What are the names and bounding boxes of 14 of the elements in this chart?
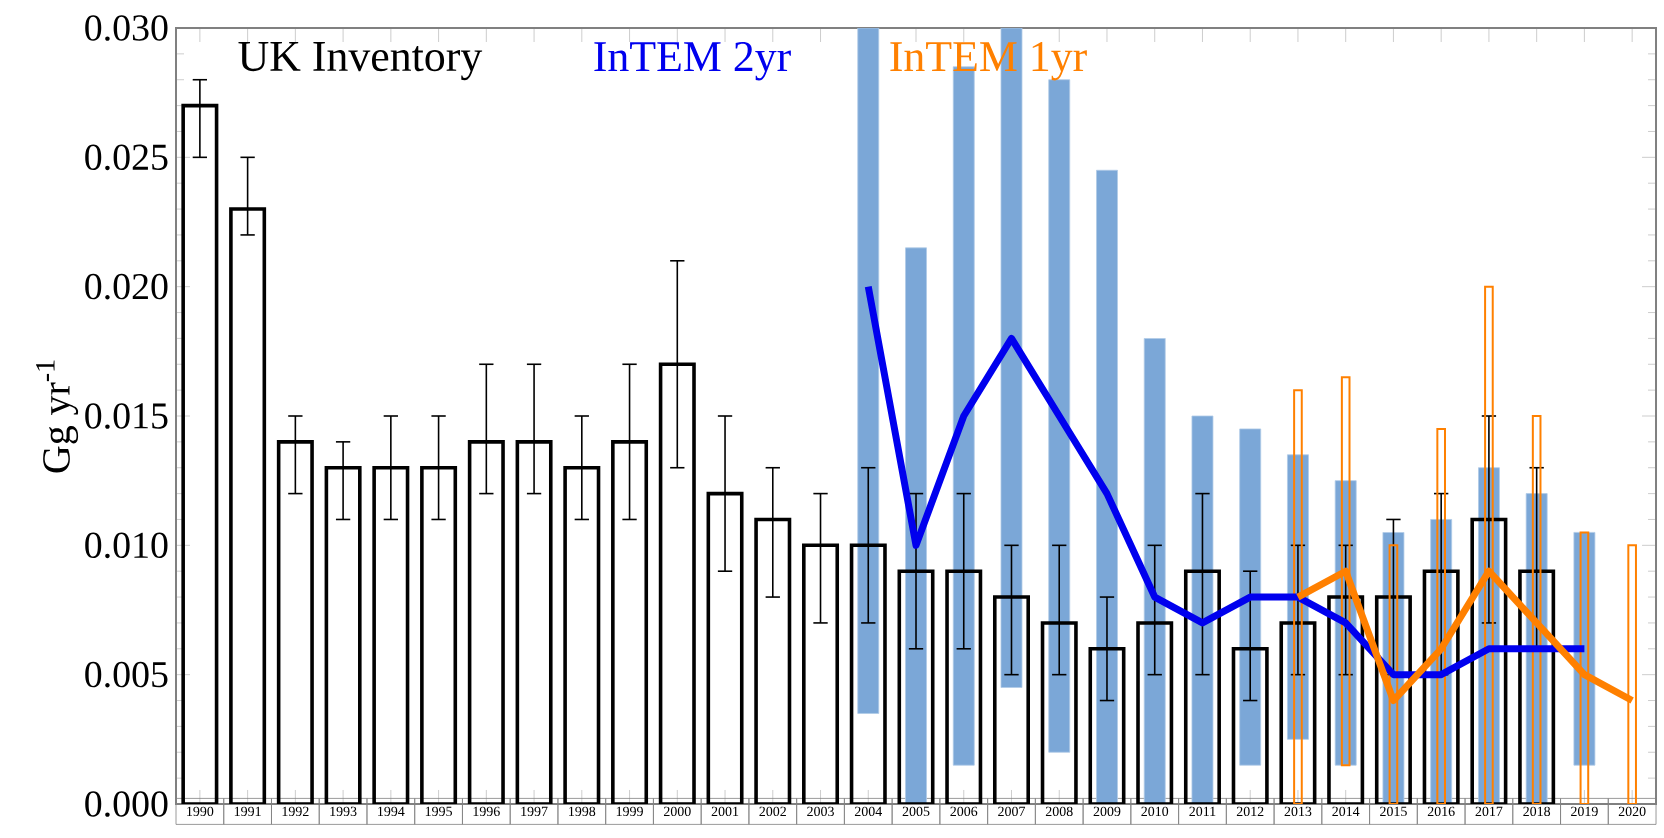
bar [1239, 428, 1262, 766]
y-axis-title: Gg yr$^{-1}$ [36, 360, 79, 473]
bar [857, 27, 880, 714]
bar [1048, 79, 1071, 753]
y-tick-label: 0.000 [85, 791, 168, 817]
y-tick-label: 0.010 [85, 532, 168, 559]
y-tick-label: 0.015 [85, 403, 168, 429]
y-tick-label: 0.025 [85, 144, 168, 171]
series-label: UK Inventory [238, 42, 483, 81]
text: InTEM 2yr [594, 42, 791, 81]
y-tick-label: 0.005 [85, 661, 168, 688]
y-tick-label: 0.020 [85, 273, 168, 300]
text: InTEM 1yr [890, 42, 1087, 81]
y-tick-label: 0.030 [85, 15, 168, 41]
